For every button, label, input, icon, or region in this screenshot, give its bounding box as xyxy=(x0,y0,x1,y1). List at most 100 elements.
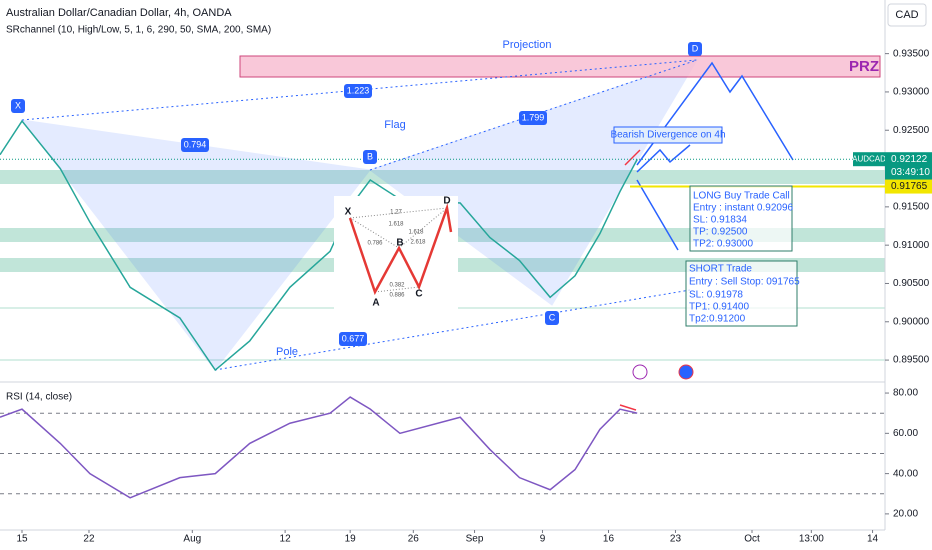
stop-tag xyxy=(885,179,932,194)
y-tick-label: 0.89500 xyxy=(893,355,930,366)
pattern-label: 0.786 xyxy=(367,241,383,247)
pattern-label: 0.886 xyxy=(389,293,405,299)
point-label-bg xyxy=(344,84,372,98)
x-tick-label: 16 xyxy=(603,534,615,545)
pattern-zigzag xyxy=(348,203,453,296)
trade-text: SHORT Trade xyxy=(689,264,752,275)
symbol-tag-text: AUDCAD xyxy=(852,154,886,163)
event-icon[interactable] xyxy=(678,364,694,380)
y-tick-label: 20.00 xyxy=(893,509,918,520)
event-icon[interactable] xyxy=(632,364,648,380)
pattern-label: C xyxy=(415,289,422,300)
pattern-label: 1.618 xyxy=(408,230,424,236)
symbol-tag xyxy=(853,152,885,167)
pattern-ratio-line xyxy=(349,217,400,249)
annotation: Flag xyxy=(384,119,405,131)
x-tick-label: Aug xyxy=(183,534,201,545)
forecast-path xyxy=(636,61,794,166)
point-label-bg xyxy=(519,111,547,125)
trade-box xyxy=(685,260,798,327)
pattern-label: A xyxy=(372,298,379,309)
trade-text: LONG Buy Trade Call xyxy=(693,191,790,202)
annotation: Projection xyxy=(503,39,552,51)
pattern-label: 1.618 xyxy=(388,222,404,228)
point-label-bg xyxy=(11,99,25,113)
currency: CAD xyxy=(895,9,918,21)
x-tick-label: 9 xyxy=(540,534,546,545)
point-label: X xyxy=(15,100,21,110)
price-tag-text: 0.92122 xyxy=(891,154,928,165)
x-tick-label: 13:00 xyxy=(799,534,824,545)
stop-tag-text: 0.91765 xyxy=(891,181,928,192)
x-tick-label: 15 xyxy=(16,534,28,545)
x-tick-label: 22 xyxy=(83,534,95,545)
x-tick-label: 12 xyxy=(280,534,292,545)
point-label: 1.223 xyxy=(347,85,370,95)
currency-button[interactable] xyxy=(887,3,927,27)
trade-box xyxy=(689,185,793,252)
pole-line xyxy=(214,289,691,371)
x-tick-label: 26 xyxy=(408,534,420,545)
point-label-bg xyxy=(688,42,702,56)
pattern-label: X xyxy=(345,207,352,218)
symbol-title: Australian Dollar/Canadian Dollar, 4h, O… xyxy=(6,7,232,19)
y-tick-label: 0.93500 xyxy=(893,48,930,59)
indicator-title: SRchannel (10, High/Low, 5, 1, 6, 290, 5… xyxy=(6,25,271,36)
trade-text: Entry : instant 0.92096 xyxy=(693,203,794,214)
forecast-path xyxy=(636,144,691,173)
trade-text: TP2: 0.93000 xyxy=(693,239,753,250)
trade-text: TP: 0.92500 xyxy=(693,227,748,238)
pattern-label: 2.618 xyxy=(410,240,426,246)
annotation: Bearish Divergence on 4h xyxy=(610,130,725,141)
rsi-title: RSI (14, close) xyxy=(6,392,72,403)
x-tick-label: 14 xyxy=(867,534,879,545)
pattern-ratio-line xyxy=(374,286,420,293)
point-label-bg xyxy=(545,311,559,325)
divergence-line xyxy=(619,404,637,411)
point-label: D xyxy=(692,43,699,53)
trade-text: TP1: 0.91400 xyxy=(689,302,749,313)
sr-zone xyxy=(0,170,885,184)
x-tick-label: Sep xyxy=(466,534,484,545)
pattern-ratio-line xyxy=(349,207,448,219)
y-tick-label: 80.00 xyxy=(893,388,918,399)
point-label: C xyxy=(549,312,556,322)
forecast-path xyxy=(636,179,679,251)
annotation: Pole xyxy=(276,346,298,358)
annotation-box xyxy=(613,126,723,144)
y-tick-label: 0.93000 xyxy=(893,87,930,98)
x-tick-label: 23 xyxy=(670,534,682,545)
y-tick-label: 60.00 xyxy=(893,428,918,439)
y-tick-label: 0.92500 xyxy=(893,125,930,136)
y-tick-label: 0.90500 xyxy=(893,278,930,289)
trade-text: SL: 0.91834 xyxy=(693,215,747,226)
y-tick-label: 0.91000 xyxy=(893,240,930,251)
y-tick-label: 0.91500 xyxy=(893,201,930,212)
y-tick-label: 0.90000 xyxy=(893,316,930,327)
pattern-label: D xyxy=(443,196,450,207)
trade-text: SL: 0.91978 xyxy=(689,290,743,301)
drawings xyxy=(0,0,927,531)
point-label-bg xyxy=(363,150,377,164)
pattern-label: 1.27 xyxy=(390,210,402,216)
point-label-bg xyxy=(339,332,367,346)
price-tag xyxy=(885,152,932,181)
prz-label: PRZ xyxy=(849,58,879,75)
point-label: 0.794 xyxy=(184,139,207,149)
x-tick-label: 19 xyxy=(345,534,357,545)
series-line xyxy=(0,396,638,499)
x-tick-label: Oct xyxy=(744,534,760,545)
y-tick-label: 40.00 xyxy=(893,468,918,479)
point-label-bg xyxy=(181,138,209,152)
pattern-label: B xyxy=(396,238,403,249)
pattern-label: 0.382 xyxy=(389,283,405,289)
point-label: B xyxy=(367,151,373,161)
trade-text: Entry : Sell Stop: 091765 xyxy=(689,277,800,288)
trade-text: Tp2:0.91200 xyxy=(689,314,746,325)
prz-box xyxy=(239,55,881,78)
point-label: 0.677 xyxy=(342,333,365,343)
countdown: 03:49:10 xyxy=(891,167,930,178)
divergence-line xyxy=(624,149,641,166)
point-label: 1.799 xyxy=(522,112,545,122)
